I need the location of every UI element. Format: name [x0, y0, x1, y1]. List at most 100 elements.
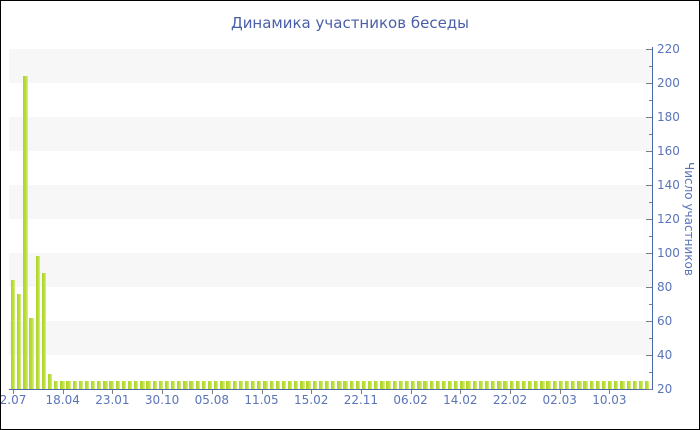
bar	[214, 380, 219, 389]
x-tick-label: 15.02	[294, 393, 329, 407]
bar	[417, 380, 422, 389]
x-tick-label: 06.02	[393, 393, 428, 407]
bar	[540, 380, 545, 389]
bar	[183, 380, 188, 389]
bar	[367, 380, 373, 389]
bar	[380, 380, 385, 389]
x-tick-label: 10.03	[592, 393, 627, 407]
bar	[448, 380, 453, 389]
bar	[41, 273, 47, 389]
bar	[343, 380, 348, 389]
bar	[251, 380, 256, 389]
x-tick-label: 05.08	[194, 393, 229, 407]
bar	[287, 380, 293, 389]
bar	[281, 380, 287, 389]
bar	[152, 380, 157, 389]
bar	[146, 380, 151, 389]
bar	[312, 380, 317, 389]
bar	[29, 317, 34, 389]
bar	[337, 380, 342, 389]
x-tick	[311, 390, 313, 394]
bar	[355, 380, 360, 389]
x-tick	[360, 390, 362, 394]
bar	[509, 380, 514, 389]
bar	[91, 380, 96, 389]
bar	[534, 380, 539, 389]
x-tick-label: 30.10	[144, 393, 180, 407]
bar	[127, 380, 133, 389]
bar	[195, 380, 200, 389]
x-axis-line	[9, 389, 653, 390]
bar	[300, 380, 305, 389]
bar	[552, 380, 557, 389]
bar	[134, 380, 139, 389]
bar	[564, 380, 570, 389]
x-tick	[261, 390, 263, 394]
bar	[35, 256, 40, 389]
chart-title: Динамика участников беседы	[230, 14, 470, 32]
bar	[577, 380, 582, 389]
bar	[571, 380, 576, 389]
bar	[244, 380, 250, 389]
bar	[97, 380, 102, 389]
bar	[601, 380, 607, 389]
y-tick-label: 160	[657, 144, 680, 158]
x-tick	[559, 390, 561, 394]
bar	[263, 380, 268, 389]
bar	[54, 380, 59, 389]
bar	[521, 380, 527, 389]
bar	[374, 380, 379, 389]
bar	[84, 380, 90, 389]
bar	[386, 380, 391, 389]
bar	[435, 380, 440, 389]
bar	[171, 380, 176, 389]
x-tick-label: 2.07	[0, 393, 27, 407]
bar	[626, 380, 631, 389]
x-tick-label: 23.01	[95, 393, 130, 407]
bar	[644, 380, 650, 389]
x-tick	[410, 390, 412, 394]
bar	[232, 380, 237, 389]
x-tick-label: 11.05	[244, 393, 279, 407]
y-tick-label: 120	[657, 212, 680, 226]
y-tick-label: 100	[657, 246, 680, 260]
bar	[331, 380, 336, 389]
bar	[398, 380, 404, 389]
bar	[177, 380, 182, 389]
x-tick	[112, 390, 114, 394]
bar	[466, 380, 471, 389]
bar	[528, 380, 533, 389]
bar	[392, 380, 397, 389]
bar	[472, 380, 477, 389]
x-tick	[211, 390, 213, 394]
bar	[515, 380, 520, 389]
bar	[294, 380, 299, 389]
bar	[614, 380, 619, 389]
x-tick	[62, 390, 64, 394]
bar	[269, 380, 274, 389]
bar	[17, 293, 22, 389]
bar	[72, 380, 77, 389]
y-tick-label: 80	[657, 280, 673, 294]
bar	[140, 380, 145, 389]
bar	[23, 76, 28, 389]
x-tick-label: 22.02	[492, 393, 528, 407]
y-tick-label: 140	[657, 178, 680, 192]
bar	[595, 380, 601, 389]
x-tick-label: 18.04	[45, 393, 80, 407]
bar	[220, 380, 225, 389]
bar	[441, 380, 447, 389]
x-tick-label: 14.02	[443, 393, 478, 407]
bar	[115, 380, 120, 389]
bar	[589, 380, 594, 389]
y-tick-label: 220	[657, 42, 680, 56]
x-tick	[609, 390, 611, 394]
x-tick-label: 22.11	[343, 393, 379, 407]
bar	[608, 380, 613, 389]
bar	[503, 380, 508, 389]
y-tick-label: 40	[657, 348, 673, 362]
bar	[306, 380, 311, 389]
bar	[238, 380, 244, 389]
x-tick	[460, 390, 462, 394]
bar	[620, 380, 625, 389]
